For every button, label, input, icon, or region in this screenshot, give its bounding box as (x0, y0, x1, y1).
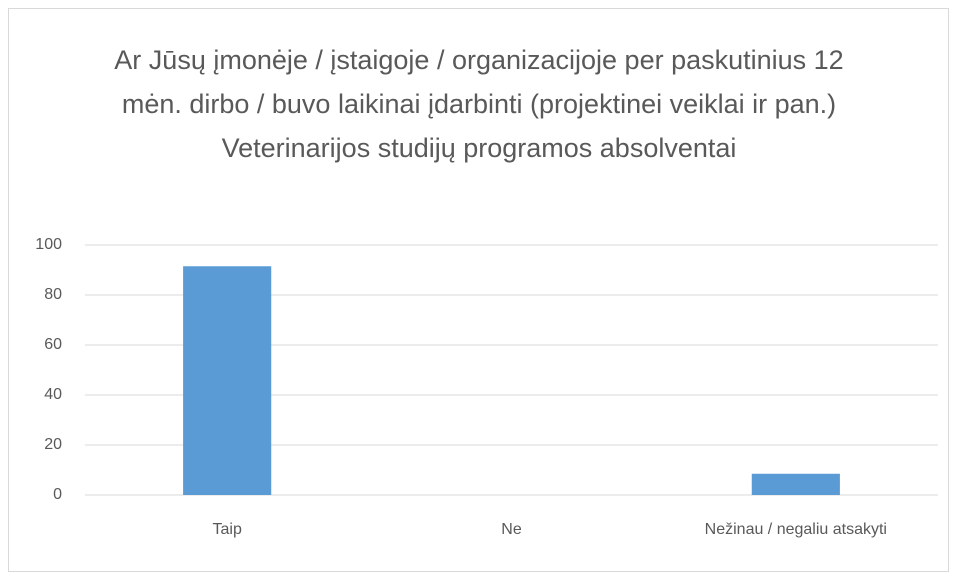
x-tick-label: Nežinau / negaliu atsakyti (705, 521, 887, 538)
x-tick-label: Taip (212, 521, 241, 538)
y-tick-label: 0 (53, 486, 62, 503)
bar (751, 473, 840, 495)
y-tick-label: 60 (44, 336, 62, 353)
chart-title: Ar Jūsų įmonėje / įstaigoje / organizaci… (114, 45, 844, 163)
x-tick-label: Ne (501, 521, 522, 538)
bar (183, 266, 272, 495)
y-tick-label: 40 (44, 386, 62, 403)
y-tick-label: 80 (44, 286, 62, 303)
chart-frame (8, 8, 949, 572)
y-tick-label: 100 (35, 236, 62, 253)
y-tick-label: 20 (44, 436, 62, 453)
